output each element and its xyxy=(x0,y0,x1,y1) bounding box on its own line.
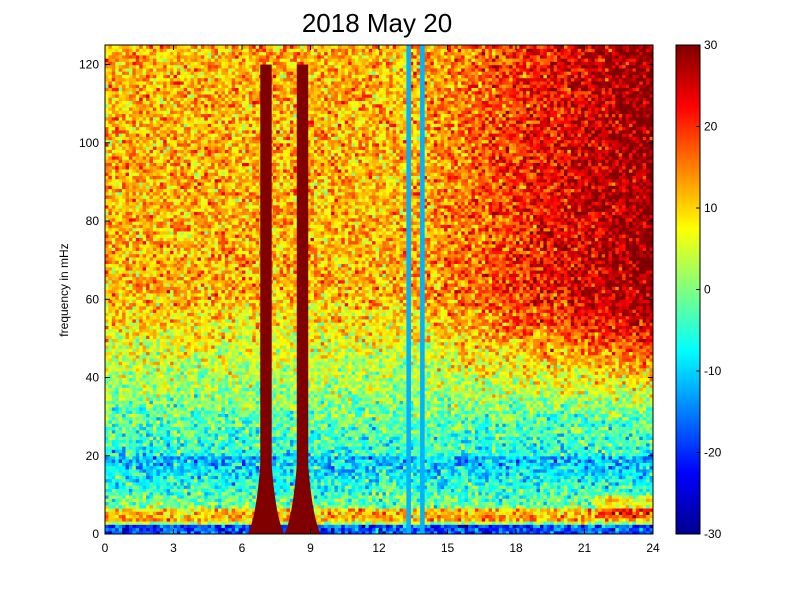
heatmap-cell xyxy=(112,45,116,49)
heatmap-cell xyxy=(163,45,167,49)
heatmap-cells xyxy=(105,45,654,535)
heatmap-cell xyxy=(122,45,126,49)
heatmap-cell xyxy=(187,45,191,49)
heatmap-cell xyxy=(129,45,133,49)
heatmap-cell xyxy=(184,45,188,49)
heatmap-cell xyxy=(204,45,208,49)
heatmap-cell xyxy=(191,45,195,49)
heatmap-cell xyxy=(197,45,201,49)
heatmap-cell xyxy=(119,45,123,49)
heatmap-cell xyxy=(174,45,178,49)
heatmap-cell xyxy=(143,45,147,49)
heatmap-cell xyxy=(126,45,130,49)
heatmap-cell xyxy=(153,45,157,49)
heatmap-cell xyxy=(177,45,181,49)
heatmap-cell xyxy=(215,45,219,49)
heatmap-cell xyxy=(167,45,171,49)
heatmap-cell xyxy=(156,45,160,49)
heatmap-cell xyxy=(132,45,136,49)
heatmap-cell xyxy=(108,45,112,49)
heatmap-cell xyxy=(194,45,198,49)
heatmap-cell xyxy=(136,45,140,49)
chart-title: 2018 May 20 xyxy=(302,8,452,38)
heatmap-cell xyxy=(208,45,212,49)
heatmap-cell xyxy=(139,45,143,49)
heatmap-cell xyxy=(115,45,119,49)
heatmap-cell xyxy=(160,45,164,49)
heatmap-cell xyxy=(146,45,150,49)
heatmap-cell xyxy=(211,45,215,49)
heatmap-cell xyxy=(201,45,205,49)
heatmap-cell xyxy=(180,45,184,49)
heatmap-cell xyxy=(105,45,109,49)
heatmap-cell xyxy=(150,45,154,49)
